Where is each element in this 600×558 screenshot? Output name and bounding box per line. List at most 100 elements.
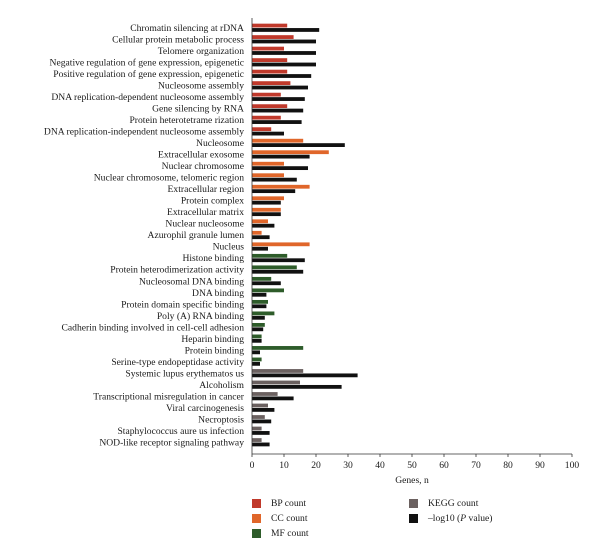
x-tick-label: 60 [439, 460, 449, 471]
category-label: Cellular protein metabolic process [112, 34, 244, 45]
neglog10-p-bar [252, 373, 358, 378]
count-bar-bp [252, 115, 281, 120]
category-label: Cadherin binding involved in cell-cell a… [61, 322, 244, 333]
count-bar-bp [252, 58, 288, 62]
category-label: Extracellular region [168, 184, 245, 195]
neglog10-p-bar [252, 431, 270, 435]
category-label: DNA binding [192, 288, 244, 299]
neglog10-p-bar [252, 154, 310, 159]
neglog10-p-bar [252, 361, 260, 366]
count-bar-mf [252, 253, 288, 258]
count-bar-mf [252, 323, 265, 327]
count-bar-mf [252, 288, 284, 293]
category-label: Positive regulation of gene expression, … [53, 69, 244, 80]
count-bar-bp [252, 46, 284, 51]
neglog10-p-bar [252, 258, 305, 263]
neglog10-p-bar [252, 120, 302, 124]
count-bar-cc [252, 219, 268, 224]
category-label: Serine-type endopeptidase activity [111, 357, 244, 368]
neglog10-p-bar [252, 246, 268, 251]
category-label: Nucleus [213, 242, 245, 253]
x-tick-label: 90 [535, 460, 545, 471]
count-bar-kegg [252, 438, 262, 442]
count-bar-cc [252, 173, 284, 178]
count-bar-cc [252, 242, 310, 247]
neglog10-p-bar [252, 189, 296, 194]
neglog10-p-bar [252, 85, 308, 90]
category-label: Alcoholism [199, 380, 244, 391]
count-bar-cc [252, 230, 262, 235]
neglog10-p-bar [252, 28, 320, 32]
category-label: Viral carcinogenesis [166, 403, 244, 414]
count-bar-bp [252, 127, 272, 132]
neglog10-p-bar [252, 177, 297, 182]
neglog10-p-bar [252, 212, 281, 217]
neglog10-p-bar [252, 315, 265, 320]
neglog10-p-bar [252, 338, 262, 343]
neglog10-p-bar [252, 304, 267, 309]
category-label: Nucleosome assembly [158, 81, 244, 92]
count-bar-kegg [252, 392, 278, 396]
neglog10-p-bar [252, 292, 267, 297]
count-bar-cc [252, 161, 284, 166]
count-bar-mf [252, 334, 262, 339]
category-label: Azurophil granule lumen [148, 230, 245, 241]
neglog10-p-bar [252, 97, 305, 101]
category-label: Chromatin silencing at rDNA [130, 23, 244, 34]
category-label: Transcriptional misregulation in cancer [93, 391, 245, 402]
x-tick-label: 40 [375, 460, 385, 471]
neglog10-p-bar [252, 39, 316, 44]
count-bar-mf [252, 299, 268, 304]
count-bar-cc [252, 196, 284, 201]
x-tick-label: 70 [471, 460, 481, 471]
category-label: Heparin binding [181, 334, 244, 345]
neglog10-p-bar [252, 396, 294, 401]
count-bar-cc [252, 150, 329, 155]
x-axis-title: Genes, n [395, 475, 429, 486]
category-label: DNA replication-independent nucleosome a… [44, 127, 244, 138]
neglog10-p-bar [252, 74, 312, 78]
category-label: NOD-like receptor signaling pathway [99, 437, 244, 448]
count-bar-kegg [252, 369, 304, 373]
category-label: Protein heterotetrame rization [129, 115, 244, 126]
count-bar-kegg [252, 426, 262, 431]
neglog10-p-bar [252, 442, 270, 447]
neglog10-p-bar [252, 235, 270, 240]
category-label: Systemic lupus erythematos us [125, 368, 244, 379]
category-label: Negative regulation of gene expression, … [50, 57, 244, 68]
x-tick-label: 0 [250, 460, 255, 471]
count-bar-mf [252, 276, 272, 281]
category-label: Protein heterodimerization activity [110, 265, 244, 276]
count-bar-bp [252, 104, 288, 109]
count-bar-cc [252, 138, 304, 143]
category-label: Nuclear nucleosome [165, 219, 244, 230]
neglog10-p-bar [252, 166, 308, 171]
category-label: Protein domain specific binding [121, 299, 244, 310]
count-bar-bp [252, 69, 288, 74]
x-tick-label: 30 [343, 460, 353, 471]
category-label: Telomere organization [158, 46, 244, 57]
count-bar-mf [252, 357, 262, 362]
count-bar-kegg [252, 403, 268, 408]
neglog10-p-bar [252, 51, 316, 55]
count-bar-bp [252, 81, 291, 86]
neglog10-p-bar [252, 143, 345, 147]
category-label: Staphylococcus aure us infection [117, 426, 244, 437]
category-label: Nucleosome [196, 138, 244, 149]
x-tick-label: 100 [565, 460, 580, 471]
count-bar-mf [252, 311, 275, 316]
neglog10-p-bar [252, 384, 342, 389]
count-bar-mf [252, 346, 304, 350]
neglog10-p-bar [252, 281, 281, 286]
category-label: Extracellular exosome [158, 150, 244, 161]
category-label: DNA replication-dependent nucleosome ass… [51, 92, 244, 103]
count-bar-mf [252, 265, 297, 270]
category-label: Protein complex [181, 196, 244, 207]
category-label: Poly (A) RNA binding [157, 311, 244, 322]
category-label: Nuclear chromosome [162, 161, 244, 172]
count-bar-kegg [252, 415, 265, 419]
neglog10-p-bar [252, 62, 316, 67]
count-bar-bp [252, 92, 281, 97]
count-bar-kegg [252, 380, 300, 385]
